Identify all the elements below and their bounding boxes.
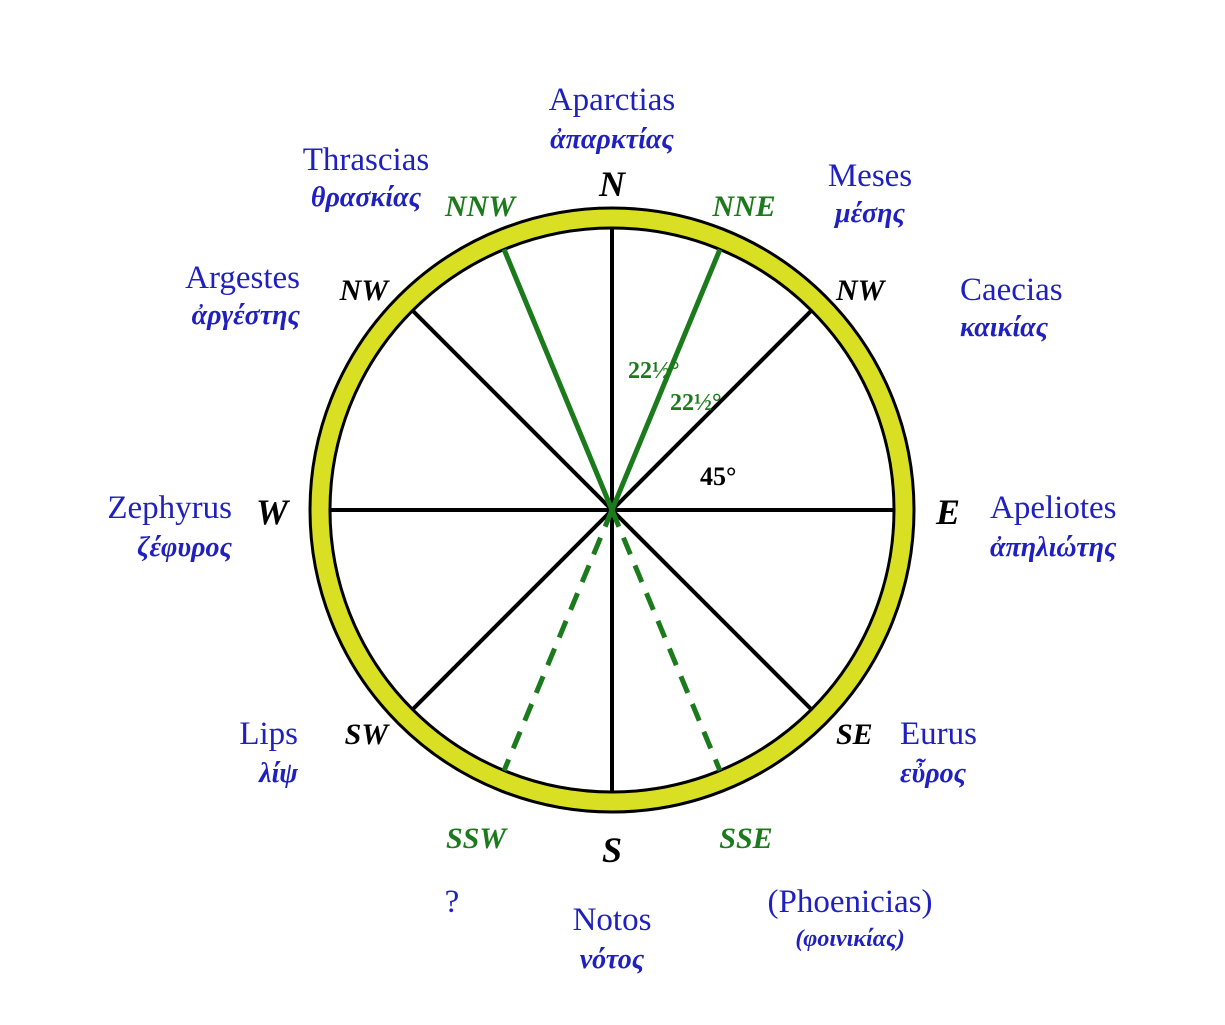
dir-n: N	[598, 164, 627, 204]
dir-w: W	[256, 492, 291, 532]
dir-se: SE	[836, 718, 873, 751]
wind-s-name: Notos	[573, 902, 652, 938]
wind-nne-greek: μέσης	[833, 198, 906, 229]
dir-e: E	[935, 492, 960, 532]
dir-sw: SW	[345, 718, 391, 751]
wind-nnw-greek: θρασκίας	[311, 182, 422, 213]
angle-45: 45°	[700, 462, 736, 491]
angle-22-right: 22½°	[670, 390, 722, 416]
dir-sse: SSE	[719, 822, 772, 855]
angle-22-left: 22½°	[628, 358, 680, 384]
dir-ssw: SSW	[446, 822, 508, 855]
dir-nw: NW	[339, 274, 391, 307]
wind-ne-name: Caecias	[960, 272, 1063, 308]
wind-n-name: Aparctias	[549, 82, 675, 118]
dir-s: S	[602, 830, 622, 870]
wind-nne-name: Meses	[828, 158, 912, 194]
dir-nnw: NNW	[444, 190, 517, 223]
wind-s-greek: νότος	[580, 944, 645, 975]
wind-nw-greek: ἀργέστης	[192, 300, 301, 331]
wind-ssw-name: ?	[445, 884, 460, 920]
wind-se-greek: εὖρος	[900, 758, 967, 789]
wind-n-greek: ἀπαρκτίας	[550, 124, 674, 155]
wind-ne-greek: καικίας	[960, 312, 1049, 343]
wind-e-name: Apeliotes	[990, 490, 1116, 526]
wind-sse-greek: (φοινικίας)	[795, 926, 904, 952]
wind-w-greek: ζέφυρος	[137, 532, 232, 563]
wind-nnw-name: Thrascias	[303, 142, 429, 178]
wind-e-greek: ἀπηλιώτης	[990, 532, 1117, 563]
wind-sse-name: (Phoenicias)	[768, 884, 933, 920]
wind-se-name: Eurus	[900, 716, 977, 752]
wind-compass-diagram: 22½° 22½° 45° N NW E SE S SW W NW NNE NN…	[0, 0, 1225, 1025]
wind-sw-name: Lips	[239, 716, 298, 752]
dir-nne: NNE	[711, 190, 775, 223]
wind-sw-greek: λίψ	[258, 758, 298, 789]
dir-ne: NW	[835, 274, 887, 307]
wind-w-name: Zephyrus	[107, 490, 232, 526]
wind-nw-name: Argestes	[185, 260, 300, 296]
